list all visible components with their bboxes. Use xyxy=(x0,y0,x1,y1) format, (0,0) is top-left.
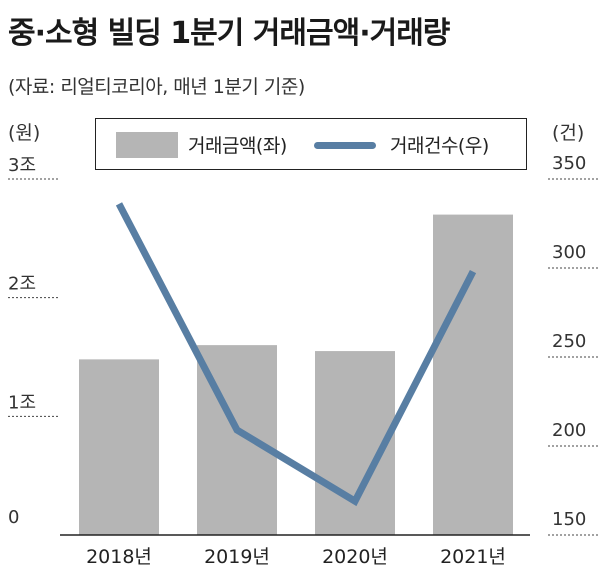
bar-2018년 xyxy=(79,359,159,535)
left-tick-label: 1조 xyxy=(8,392,36,413)
x-tick-label: 2021년 xyxy=(440,546,506,568)
chart-subtitle: (자료: 리얼티코리아, 매년 1분기 기준) xyxy=(8,76,305,98)
left-axis-unit: (원) xyxy=(8,122,41,144)
right-tick-label: 200 xyxy=(552,420,586,441)
left-tick-label: 0 xyxy=(8,507,19,528)
legend: 거래금액(좌) 거래건수(우) xyxy=(95,118,527,170)
right-tick-label: 150 xyxy=(552,509,586,530)
right-tick-label: 350 xyxy=(552,153,586,174)
x-tick-label: 2020년 xyxy=(322,546,388,568)
right-tick-label: 250 xyxy=(552,331,586,352)
legend-line-label: 거래건수(우) xyxy=(390,135,489,157)
left-tick-label: 2조 xyxy=(8,274,36,295)
line-series xyxy=(115,202,477,507)
right-axis-unit: (건) xyxy=(552,122,585,144)
legend-bar-label: 거래금액(좌) xyxy=(188,135,287,157)
chart-title: 중·소형 빌딩 1분기 거래금액·거래량 xyxy=(8,16,450,51)
left-tick-label: 3조 xyxy=(8,155,36,176)
x-tick-label: 2019년 xyxy=(204,546,270,568)
bar-2021년 xyxy=(433,214,513,535)
legend-line-swatch xyxy=(314,142,376,149)
x-tick-label: 2018년 xyxy=(86,546,152,568)
legend-bar-swatch xyxy=(116,132,178,158)
right-tick-label: 300 xyxy=(552,242,586,263)
